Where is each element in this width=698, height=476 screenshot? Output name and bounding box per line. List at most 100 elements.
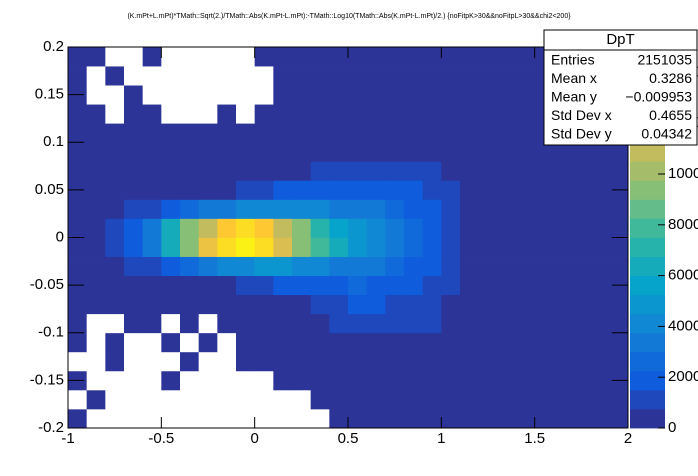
cell [254,256,274,276]
cell [516,199,536,219]
cell [460,351,480,372]
cell [609,237,629,257]
cell [590,313,610,334]
cell [105,218,125,238]
cell [68,199,88,219]
color-band [630,313,665,334]
cell [441,161,461,181]
cell [236,256,256,276]
cell [254,199,274,219]
stats-value: −0.009953 [625,89,692,105]
cell [105,408,125,429]
y-tick-label: 0.05 [35,181,64,198]
cell [460,104,480,124]
cell [86,123,106,143]
cell [273,218,293,238]
cell [124,351,144,372]
cell [516,332,536,353]
x-tick-label: -0.5 [148,430,174,447]
cell [273,370,293,391]
cell [553,351,573,372]
cell [105,85,125,105]
cell [516,104,536,124]
cell [404,123,424,143]
cell [198,66,218,86]
cell [572,370,592,391]
cell [68,294,88,315]
cell [254,104,274,124]
cell [572,256,592,276]
cell [478,370,498,391]
cell [68,313,88,334]
cell [441,237,461,257]
cell [553,389,573,410]
cell [366,275,386,296]
cell [86,161,106,181]
cell [217,123,237,143]
cell [366,294,386,315]
cell [161,351,181,372]
cell [86,180,106,200]
cell [68,256,88,276]
cell [217,370,237,391]
cell [460,389,480,410]
cell [254,351,274,372]
cell [534,408,554,429]
cell [236,199,256,219]
cell [254,389,274,410]
cell [180,85,200,105]
color-band [630,294,665,315]
cell [142,104,162,124]
cell [105,161,125,181]
cell [366,199,386,219]
cell [572,313,592,334]
cell [366,85,386,105]
cell [180,142,200,162]
cell [497,332,517,353]
cell [478,66,498,86]
cell [142,256,162,276]
cell [292,199,312,219]
x-tick-label: -1 [61,430,74,447]
cell [124,389,144,410]
cell [329,408,349,429]
color-band [630,237,665,257]
cell [478,218,498,238]
cell [516,275,536,296]
cell [497,142,517,162]
cell [422,161,442,181]
cell [124,370,144,391]
cell [292,294,312,315]
cell [329,66,349,86]
cell [310,161,330,181]
cell [422,275,442,296]
cell [161,332,181,353]
cell [609,256,629,276]
cell [348,256,368,276]
cell [441,351,461,372]
cell [273,332,293,353]
cell [105,104,125,124]
cell [161,85,181,105]
cell [273,161,293,181]
cell [236,85,256,105]
cell [198,351,218,372]
cell [292,104,312,124]
cell [422,123,442,143]
cell [86,389,106,410]
cell [217,351,237,372]
cell [273,123,293,143]
cell [366,123,386,143]
cell [609,313,629,334]
cell [478,351,498,372]
cell [460,294,480,315]
cell [366,351,386,372]
cell [422,142,442,162]
cell [329,199,349,219]
y-tick-label: 0.15 [35,86,64,103]
cell [198,218,218,238]
cell [236,332,256,353]
cell [254,142,274,162]
cell [404,199,424,219]
cell [142,66,162,86]
